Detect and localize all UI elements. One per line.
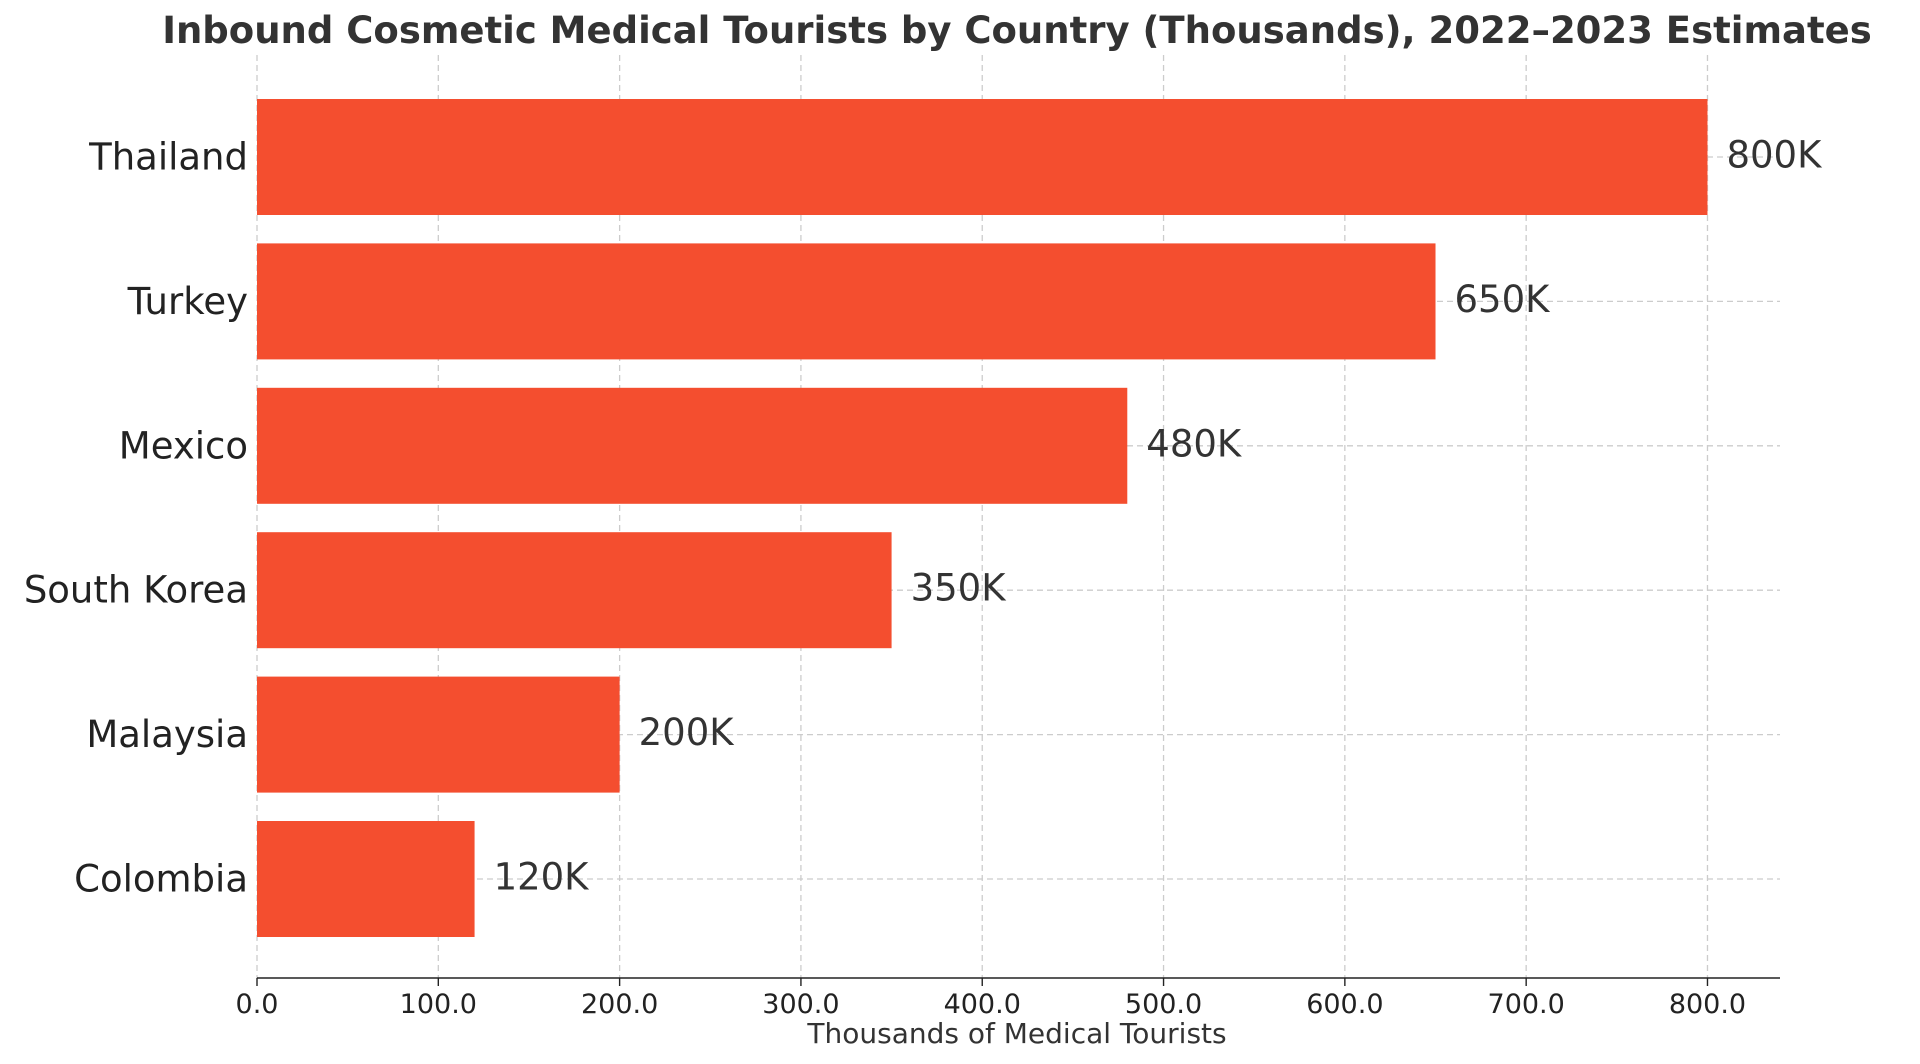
x-tick-label: 400.0 bbox=[944, 989, 1021, 1020]
bar bbox=[257, 821, 475, 937]
x-tick-label: 600.0 bbox=[1306, 989, 1383, 1020]
category-label: South Korea bbox=[24, 569, 248, 612]
value-label: 200K bbox=[639, 711, 736, 754]
value-label: 650K bbox=[1455, 278, 1552, 321]
axes: 0.0 100.0 200.0 300.0 400.0 500.0 600.0 700.0 80… bbox=[236, 977, 1780, 1020]
value-label: 480K bbox=[1146, 422, 1243, 465]
category-label: Turkey bbox=[127, 280, 248, 323]
x-tick-label: 800.0 bbox=[1669, 989, 1746, 1020]
bars bbox=[257, 99, 1708, 937]
category-label: Malaysia bbox=[86, 713, 248, 756]
x-tick-label: 0.0 bbox=[236, 989, 279, 1020]
x-tick-label: 500.0 bbox=[1125, 989, 1202, 1020]
x-axis-label: Thousands of Medical Tourists bbox=[806, 1017, 1226, 1050]
category-label: Mexico bbox=[119, 424, 248, 467]
x-tick-label: 100.0 bbox=[400, 989, 477, 1020]
category-label: Thailand bbox=[88, 136, 248, 179]
x-tick-label: 700.0 bbox=[1488, 989, 1565, 1020]
chart-title: Inbound Cosmetic Medical Tourists by Cou… bbox=[162, 9, 1872, 52]
bar bbox=[257, 532, 892, 649]
bar bbox=[257, 676, 620, 793]
bar bbox=[257, 387, 1128, 504]
bar bbox=[257, 99, 1708, 215]
value-label: 120K bbox=[494, 856, 591, 899]
x-tick-label: 200.0 bbox=[581, 989, 658, 1020]
labels: Thailand 800K Turkey 650K Mexico 480K South Ko… bbox=[24, 134, 1823, 901]
category-label: Colombia bbox=[74, 858, 248, 901]
bar bbox=[257, 243, 1436, 360]
value-label: 350K bbox=[911, 567, 1008, 610]
x-tick-label: 300.0 bbox=[762, 989, 839, 1020]
value-label: 800K bbox=[1726, 134, 1823, 177]
